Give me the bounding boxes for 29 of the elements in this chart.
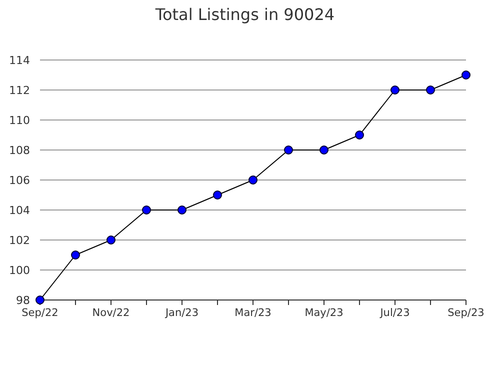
- point: [390, 86, 400, 94]
- y-tick-label: 102: [9, 234, 30, 247]
- point: [142, 206, 151, 214]
- y-tick-label: 106: [9, 174, 30, 187]
- y-tick-label: 114: [9, 54, 30, 67]
- x-tick-label: Nov/22: [92, 307, 130, 319]
- point: [71, 250, 80, 260]
- x-tick-label: Sep/22: [22, 307, 58, 319]
- point: [284, 146, 293, 154]
- x-tick-label: Mar/23: [234, 307, 272, 319]
- y-tick-label: 110: [9, 114, 30, 127]
- point: [355, 130, 364, 140]
- y-tick-label: 98: [16, 294, 30, 307]
- x-tick-label: May/23: [304, 307, 344, 319]
- point: [426, 86, 435, 94]
- x-tick-label: Jan/23: [164, 307, 199, 319]
- point: [213, 190, 222, 200]
- y-tick-label: 108: [9, 144, 30, 157]
- x-tick-label: Jul/23: [379, 307, 410, 319]
- y-tick-label: 112: [9, 84, 30, 97]
- x-tick-label: Sep/23: [448, 307, 484, 319]
- point: [106, 236, 116, 244]
- point: [248, 176, 258, 184]
- y-tick-label: 100: [9, 264, 30, 277]
- point: [462, 70, 470, 80]
- point: [320, 146, 328, 154]
- y-tick-label: 104: [9, 204, 30, 217]
- chart-title: Total Listings in 90024: [154, 5, 335, 24]
- point: [178, 206, 186, 214]
